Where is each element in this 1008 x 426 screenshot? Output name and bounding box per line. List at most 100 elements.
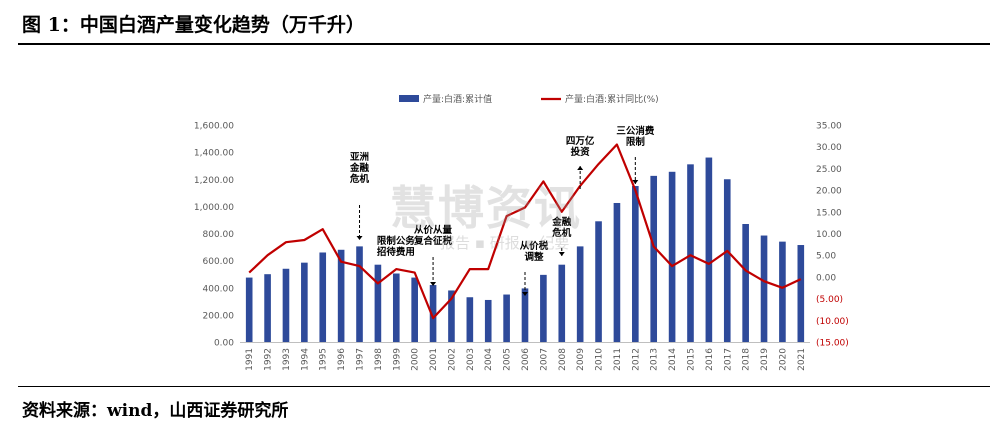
bar bbox=[705, 157, 713, 342]
x-tick-label: 1996 bbox=[337, 348, 347, 371]
y-left-tick-label: 1,600.00 bbox=[194, 122, 234, 132]
x-tick-label: 1994 bbox=[300, 348, 310, 371]
x-tick-label: 2018 bbox=[742, 348, 752, 371]
legend-label-bar: 产量:白酒:累计值 bbox=[423, 93, 492, 105]
y-right-tick-label: 0.00 bbox=[816, 273, 836, 283]
y-right-tick-label: (15.00) bbox=[816, 339, 849, 349]
x-tick-label: 2012 bbox=[631, 348, 641, 371]
bar bbox=[595, 221, 602, 342]
bar bbox=[668, 171, 676, 342]
x-tick-label: 2015 bbox=[686, 348, 696, 371]
bar bbox=[374, 264, 382, 342]
x-tick-label: 2001 bbox=[429, 348, 439, 371]
annotation-label: 四万亿投资 bbox=[566, 135, 595, 158]
x-tick-label: 2016 bbox=[705, 348, 715, 371]
bar bbox=[484, 299, 492, 342]
annotation-arrow-head bbox=[356, 236, 363, 240]
watermark-sub: 报告 ▪ 研报 ▪ 纪要 bbox=[440, 234, 570, 252]
y-right-tick-label: 25.00 bbox=[816, 165, 842, 175]
bar bbox=[650, 175, 658, 342]
bar bbox=[356, 246, 363, 342]
y-right-tick-label: 35.00 bbox=[816, 122, 842, 132]
y-left-tick-label: 1,400.00 bbox=[194, 149, 234, 159]
bar bbox=[301, 262, 308, 342]
annotation-label: 限制公务招待费用 bbox=[377, 235, 416, 258]
annotation-arrow-head bbox=[558, 252, 565, 256]
bar bbox=[576, 246, 584, 342]
annotation-label: 金融危机 bbox=[551, 216, 572, 239]
bar bbox=[337, 249, 345, 342]
x-tick-label: 1999 bbox=[392, 348, 402, 371]
x-tick-label: 1995 bbox=[319, 348, 329, 371]
x-tick-label: 2014 bbox=[668, 348, 678, 371]
x-tick-label: 2010 bbox=[595, 348, 605, 371]
bar bbox=[264, 274, 271, 342]
yoy-growth-line bbox=[248, 143, 802, 320]
y-left-tick-label: 200.00 bbox=[203, 311, 235, 321]
bar bbox=[540, 274, 547, 342]
bar bbox=[742, 224, 749, 342]
x-tick-label: 1992 bbox=[264, 348, 274, 371]
bar bbox=[558, 264, 566, 342]
bar bbox=[521, 288, 529, 342]
source-rule bbox=[18, 386, 990, 387]
x-tick-label: 2020 bbox=[778, 348, 788, 371]
bar bbox=[687, 164, 694, 342]
x-tick-label: 1993 bbox=[282, 348, 292, 371]
annotation-label: 从价从量复合征税 bbox=[413, 224, 453, 247]
y-right-tick-label: 10.00 bbox=[816, 230, 842, 240]
bar bbox=[503, 294, 510, 342]
annotation-arrow-head bbox=[577, 166, 584, 170]
x-tick-label: 2017 bbox=[723, 348, 733, 371]
bar bbox=[282, 268, 290, 342]
x-tick-label: 2006 bbox=[521, 348, 531, 371]
bar bbox=[448, 290, 455, 342]
legend-swatch-bar bbox=[399, 95, 419, 102]
y-right-tick-label: (5.00) bbox=[816, 295, 843, 305]
y-left-tick-label: 400.00 bbox=[203, 284, 235, 294]
x-tick-label: 2013 bbox=[650, 348, 660, 371]
y-left-tick-label: 1,000.00 bbox=[194, 203, 234, 213]
chart-title: 图 1：中国白酒产量变化趋势（万千升） bbox=[22, 14, 365, 36]
bar bbox=[466, 297, 474, 342]
x-tick-label: 2019 bbox=[760, 348, 770, 371]
x-tick-label: 2009 bbox=[576, 348, 586, 371]
bar bbox=[411, 277, 418, 342]
x-tick-label: 1998 bbox=[374, 348, 384, 371]
bar bbox=[245, 277, 253, 342]
annotation-label: 从价税调整 bbox=[520, 240, 549, 263]
title-rule bbox=[18, 43, 990, 45]
bar bbox=[723, 179, 731, 342]
source-note: 资料来源：wind，山西证券研究所 bbox=[22, 401, 289, 421]
bar bbox=[392, 273, 400, 342]
bar bbox=[797, 245, 805, 342]
y-right-tick-label: 30.00 bbox=[816, 143, 842, 153]
x-tick-label: 2008 bbox=[558, 348, 568, 371]
bar bbox=[319, 252, 327, 342]
bar bbox=[613, 202, 621, 342]
y-left-tick-label: 800.00 bbox=[203, 230, 235, 240]
x-tick-label: 2007 bbox=[539, 348, 549, 371]
y-right-tick-label: 15.00 bbox=[816, 208, 842, 218]
x-tick-label: 2005 bbox=[503, 348, 513, 371]
y-left-tick-label: 1,200.00 bbox=[194, 176, 234, 186]
annotation-arrow-head bbox=[430, 282, 437, 286]
x-tick-label: 1997 bbox=[356, 348, 366, 371]
annotation-arrow-head bbox=[522, 292, 528, 296]
x-tick-label: 2021 bbox=[797, 348, 807, 371]
y-left-tick-label: 0.00 bbox=[214, 339, 234, 349]
watermark: 慧博资讯 bbox=[390, 181, 582, 235]
legend-label-line: 产量:白酒:累计同比(%) bbox=[565, 93, 659, 105]
bar bbox=[429, 285, 437, 342]
y-right-tick-label: (10.00) bbox=[816, 317, 849, 327]
bar bbox=[779, 241, 786, 342]
x-tick-label: 2011 bbox=[613, 348, 623, 371]
annotation-arrow-head bbox=[632, 180, 639, 184]
annotation-label: 三公消费限制 bbox=[616, 125, 655, 148]
y-right-tick-label: 5.00 bbox=[816, 252, 836, 262]
x-tick-label: 2002 bbox=[447, 348, 457, 371]
x-tick-label: 2003 bbox=[466, 348, 476, 371]
y-right-tick-label: 20.00 bbox=[816, 187, 842, 197]
bar bbox=[760, 235, 768, 342]
